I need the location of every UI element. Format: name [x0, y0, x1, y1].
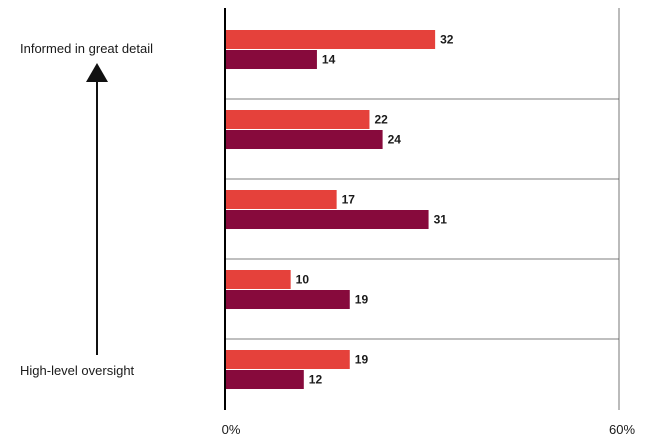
bar-series-1-group-2	[225, 110, 370, 129]
value-label-series-2-group-5: 12	[309, 373, 323, 387]
arrow-up-icon	[86, 63, 108, 355]
bar-series-2-group-5	[225, 370, 304, 389]
bar-series-1-group-5	[225, 350, 350, 369]
value-label-series-2-group-2: 24	[388, 133, 402, 147]
value-label-series-2-group-3: 31	[434, 213, 448, 227]
bar-series-1-group-4	[225, 270, 291, 289]
value-label-series-2-group-1: 14	[322, 53, 336, 67]
bars	[225, 30, 436, 389]
value-label-series-1-group-5: 19	[355, 353, 369, 367]
bar-series-2-group-1	[225, 50, 317, 69]
scale-bottom-label: High-level oversight	[20, 363, 135, 378]
bar-series-2-group-2	[225, 130, 383, 149]
scale-top-label: Informed in great detail	[20, 41, 153, 56]
value-label-series-1-group-2: 22	[374, 113, 388, 127]
bar-series-1-group-1	[225, 30, 436, 49]
value-label-series-2-group-4: 19	[355, 293, 369, 307]
x-tick-label-max: 60%	[609, 422, 635, 437]
gridlines	[225, 8, 620, 410]
value-label-series-1-group-3: 17	[342, 193, 356, 207]
bar-series-1-group-3	[225, 190, 337, 209]
value-label-series-1-group-1: 32	[440, 33, 454, 47]
value-label-series-1-group-4: 10	[296, 273, 310, 287]
x-tick-label-min: 0%	[222, 422, 241, 437]
bar-series-2-group-4	[225, 290, 350, 309]
bar-series-2-group-3	[225, 210, 429, 229]
